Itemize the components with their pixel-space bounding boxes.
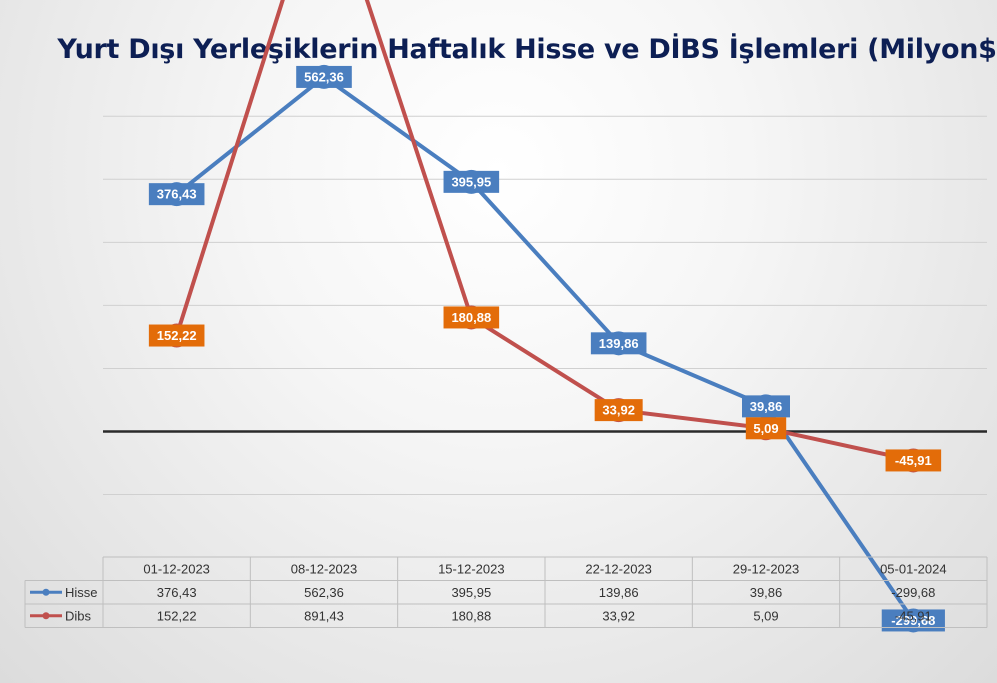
table-cell: 33,92 <box>602 608 635 623</box>
table-header-cell: 15-12-2023 <box>438 561 505 576</box>
table-cell: 562,36 <box>304 585 344 600</box>
data-label-hisse: 139,86 <box>599 336 639 351</box>
table-header-cell: 29-12-2023 <box>733 561 800 576</box>
table-header-cell: 22-12-2023 <box>585 561 652 576</box>
data-label-box-dibs <box>594 399 643 422</box>
data-label-box-hisse <box>443 170 500 193</box>
table-cell: 139,86 <box>599 585 639 600</box>
table-cell: 180,88 <box>451 608 491 623</box>
data-table: 01-12-2023 08-12-2023 15-12-2023 22-12-2023… <box>24 556 988 628</box>
data-label-hisse: 562,36 <box>304 69 344 84</box>
data-label-dibs: 33,92 <box>602 403 635 418</box>
table-cell: 376,43 <box>157 585 197 600</box>
data-label-box-hisse <box>590 332 647 355</box>
table-cell: 395,95 <box>451 585 491 600</box>
legend-label-dibs: Dibs <box>65 608 92 623</box>
data-label-box-hisse <box>296 65 352 88</box>
data-label-dibs: 5,09 <box>753 421 778 436</box>
data-label-hisse: -299,68 <box>891 613 935 628</box>
series-lines <box>174 0 915 622</box>
table-header-cell: 05-01-2024 <box>880 561 947 576</box>
chart-title: Yurt Dışı Yerleşiklerin Haftalık Hisse v… <box>57 34 997 65</box>
data-label-box-dibs <box>148 324 205 347</box>
series-line-hisse <box>175 74 915 622</box>
data-label-hisse: 376,43 <box>157 187 197 202</box>
table-header-cell: 08-12-2023 <box>291 561 358 576</box>
data-label-hisse: 395,95 <box>451 174 491 189</box>
data-label-box-dibs <box>885 449 942 472</box>
table-cell: 39,86 <box>750 585 783 600</box>
table-cell: -45,91 <box>895 608 932 623</box>
data-label-box-hisse <box>148 183 205 206</box>
table-header-cell: 01-12-2023 <box>143 561 210 576</box>
data-label-dibs: 180,88 <box>451 310 491 325</box>
data-label-dibs: 152,22 <box>157 328 197 343</box>
data-label-dibs: -45,91 <box>895 453 932 468</box>
table-cell: 5,09 <box>753 608 778 623</box>
legend-key-marker <box>42 612 50 620</box>
data-label-box-hisse <box>742 395 790 418</box>
legend-key-marker <box>42 588 50 596</box>
series-markers <box>164 64 926 633</box>
data-labels: 376,43 562,36 395,95 139,86 39,86 -299,68 152,… <box>148 65 945 632</box>
data-label-hisse: 39,86 <box>750 399 783 414</box>
legend-label-hisse: Hisse <box>65 585 98 600</box>
table-cell: 891,43 <box>304 608 344 623</box>
series-line-dibs <box>174 0 914 463</box>
data-label-box-hisse <box>881 609 945 632</box>
table-cell: -299,68 <box>891 585 935 600</box>
data-label-box-dibs <box>443 306 500 329</box>
gridlines <box>103 115 987 496</box>
data-label-box-dibs <box>745 417 787 440</box>
table-cell: 152,22 <box>157 608 197 623</box>
